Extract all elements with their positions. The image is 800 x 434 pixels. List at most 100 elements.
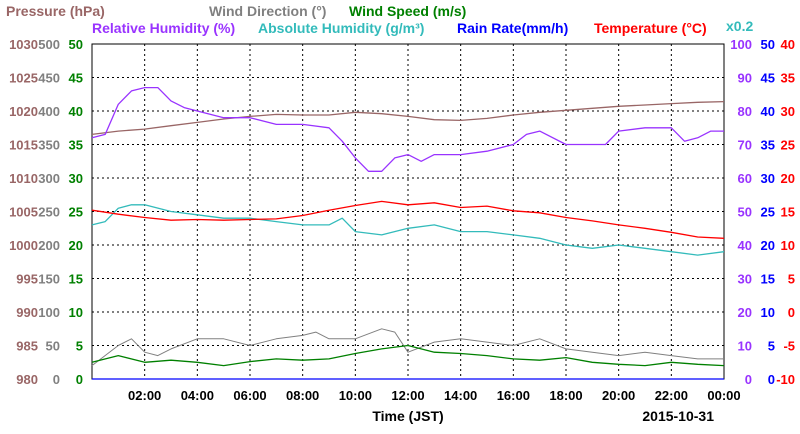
rain-axis-tick: 50 xyxy=(761,37,775,52)
pressure-axis-tick: 1030 xyxy=(9,37,38,52)
rh-axis-tick: 100 xyxy=(730,37,752,52)
rain-axis-tick: 15 xyxy=(761,272,775,287)
rain-axis-tick: 5 xyxy=(768,339,775,354)
speed-axis-tick: 0 xyxy=(76,372,83,387)
rh-axis-tick: 10 xyxy=(738,339,752,354)
direction-axis-tick: 400 xyxy=(38,104,60,119)
direction-axis-tick: 300 xyxy=(38,171,60,186)
temp-axis-tick: 10 xyxy=(781,238,795,253)
direction-axis-tick: 250 xyxy=(38,205,60,220)
x-axis: 02:00 04:00 06:00 08:00 10:00 12:00 14:00 16:00… xyxy=(128,388,741,403)
series-line-rh xyxy=(91,86,724,172)
temp-axis-tick: 40 xyxy=(781,37,795,52)
pressure-axis-tick: 985 xyxy=(16,339,38,354)
legend-abs: Absolute Humidity (g/m³) xyxy=(258,20,424,36)
rh-axis-tick: 20 xyxy=(738,305,752,320)
rh-axis-tick: 30 xyxy=(738,272,752,287)
legend-rain: Rain Rate(mm/h) xyxy=(457,20,568,36)
temp-axis-tick: 25 xyxy=(781,138,795,153)
x-tick-label: 22:00 xyxy=(655,388,688,403)
rh-axis-tick: 90 xyxy=(738,71,752,86)
rh-axis-tick: 60 xyxy=(738,171,752,186)
series-layer xyxy=(91,86,725,380)
series-line-direction xyxy=(91,328,724,366)
series-line-speed xyxy=(91,344,725,367)
speed-axis-tick: 35 xyxy=(69,138,83,153)
pressure-axis-tick: 1015 xyxy=(9,138,38,153)
direction-axis-tick: 150 xyxy=(38,272,60,287)
speed-axis-tick: 45 xyxy=(69,71,83,86)
pressure-axis-tick: 990 xyxy=(16,305,38,320)
legend-rh: Relative Humidity (%) xyxy=(92,20,235,36)
direction-axis-tick: 0 xyxy=(53,372,60,387)
direction-axis-tick: 50 xyxy=(46,339,60,354)
x-tick-label: 12:00 xyxy=(391,388,424,403)
rh-axis-tick: 0 xyxy=(745,372,752,387)
legend-temp: Temperature (°C) xyxy=(594,20,707,36)
speed-axis-tick: 5 xyxy=(76,339,83,354)
temp-axis-tick: 20 xyxy=(781,171,795,186)
x-tick-label: 10:00 xyxy=(339,388,372,403)
date-label: 2015-10-31 xyxy=(642,408,714,424)
left-axes: 1030102510201015101010051000995990985980… xyxy=(9,37,83,387)
scale-note: x0.2 xyxy=(726,18,753,34)
pressure-axis-tick: 1010 xyxy=(9,171,38,186)
x-tick-label: 06:00 xyxy=(233,388,266,403)
right-axes: 1009080706050403020100504540353025201510… xyxy=(730,37,795,387)
x-tick-label: 00:00 xyxy=(707,388,740,403)
rain-axis-tick: 35 xyxy=(761,138,775,153)
x-tick-label: 18:00 xyxy=(549,388,582,403)
rh-axis-tick: 70 xyxy=(738,138,752,153)
speed-axis-tick: 20 xyxy=(69,238,83,253)
pressure-axis-tick: 980 xyxy=(16,372,38,387)
rain-axis-tick: 10 xyxy=(761,305,775,320)
rh-axis-tick: 40 xyxy=(738,238,752,253)
series-line-pressure xyxy=(91,100,725,136)
x-axis-label: Time (JST) xyxy=(372,408,443,424)
speed-axis-tick: 50 xyxy=(69,37,83,52)
direction-axis-tick: 450 xyxy=(38,71,60,86)
pressure-axis-tick: 1020 xyxy=(9,104,38,119)
pressure-axis-tick: 995 xyxy=(16,272,38,287)
rain-axis-tick: 20 xyxy=(761,238,775,253)
pressure-axis-tick: 1000 xyxy=(9,238,38,253)
x-tick-label: 20:00 xyxy=(602,388,635,403)
rh-axis-tick: 80 xyxy=(738,104,752,119)
temp-axis-tick: -10 xyxy=(776,372,795,387)
temp-axis-tick: 35 xyxy=(781,71,795,86)
legend-pressure: Pressure (hPa) xyxy=(6,3,105,19)
temp-axis-tick: 0 xyxy=(788,305,795,320)
direction-axis-tick: 200 xyxy=(38,238,60,253)
temp-axis-tick: 30 xyxy=(781,104,795,119)
direction-axis-tick: 100 xyxy=(38,305,60,320)
legend: Pressure (hPa) Wind Direction (°) Wind Spe… xyxy=(6,3,707,36)
x-tick-label: 04:00 xyxy=(181,388,214,403)
speed-axis-tick: 30 xyxy=(69,171,83,186)
rain-axis-tick: 0 xyxy=(768,372,775,387)
legend-speed: Wind Speed (m/s) xyxy=(349,3,466,19)
x-tick-label: 08:00 xyxy=(286,388,319,403)
rain-axis-tick: 40 xyxy=(761,104,775,119)
pressure-axis-tick: 1025 xyxy=(9,71,38,86)
speed-axis-tick: 40 xyxy=(69,104,83,119)
speed-axis-tick: 15 xyxy=(69,272,83,287)
rain-axis-tick: 25 xyxy=(761,205,775,220)
series-line-temp xyxy=(91,200,725,239)
x-tick-label: 02:00 xyxy=(128,388,161,403)
temp-axis-tick: -5 xyxy=(783,339,795,354)
direction-axis-tick: 350 xyxy=(38,138,60,153)
rh-axis-tick: 50 xyxy=(738,205,752,220)
temp-axis-tick: 5 xyxy=(788,272,795,287)
rain-axis-tick: 30 xyxy=(761,171,775,186)
legend-direction: Wind Direction (°) xyxy=(209,3,326,19)
direction-axis-tick: 500 xyxy=(38,37,60,52)
temp-axis-tick: 15 xyxy=(781,205,795,220)
rain-axis-tick: 45 xyxy=(761,71,775,86)
speed-axis-tick: 25 xyxy=(69,205,83,220)
speed-axis-tick: 10 xyxy=(69,305,83,320)
pressure-axis-tick: 1005 xyxy=(9,205,38,220)
grid xyxy=(92,44,724,379)
x-tick-label: 16:00 xyxy=(497,388,530,403)
series-line-abs xyxy=(91,204,725,256)
